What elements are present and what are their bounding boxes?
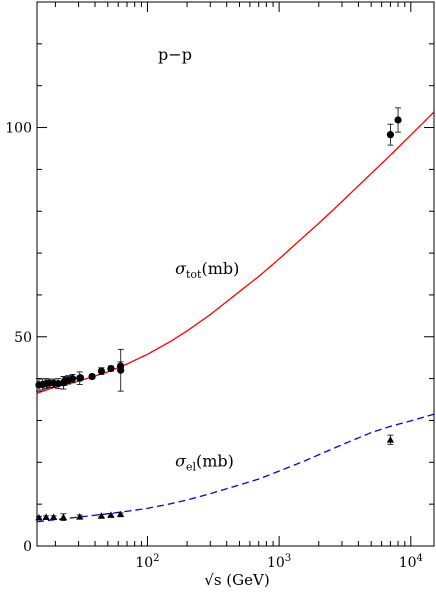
elastic-data-point (116, 510, 125, 518)
total-cross-section-curve (36, 111, 435, 394)
y-tick-label: 100 (5, 121, 32, 137)
x-axis-label: √s (GeV) (204, 571, 269, 589)
tick-labels: 0 50 100 102 103 104 (5, 121, 423, 571)
total-data-point (394, 116, 402, 124)
total-data-point (386, 131, 395, 139)
data-points (35, 107, 402, 521)
y-tick-label: 50 (14, 330, 32, 346)
elastic-data-point (50, 513, 58, 521)
total-data-point (117, 366, 125, 374)
y-tick-label: 0 (23, 539, 32, 555)
elastic-data-point (107, 511, 115, 518)
fit-curves (36, 111, 435, 523)
chart-title: p−p (158, 45, 192, 64)
elastic-cross-section-curve (36, 413, 435, 523)
annotations: σtot(mb) σel(mb) (175, 259, 239, 473)
x-tick-label: 102 (135, 553, 159, 571)
elastic-data-point (35, 513, 43, 521)
elastic-data-point (97, 512, 105, 519)
elastic-data-point (76, 513, 84, 520)
axis-ticks (37, 1, 434, 547)
total-data-point (76, 374, 85, 382)
plot-frame (36, 1, 435, 547)
sigma-tot-label: σtot(mb) (175, 259, 239, 281)
total-data-point (97, 367, 105, 375)
elastic-data-point (59, 513, 67, 521)
x-tick-label: 104 (399, 553, 423, 571)
x-tick-label: 103 (267, 553, 291, 571)
total-data-point (68, 375, 77, 383)
sigma-el-label: σel(mb) (175, 451, 234, 473)
total-data-point (107, 364, 115, 373)
elastic-data-point (386, 436, 395, 443)
elastic-data-point (42, 513, 50, 521)
total-data-point (88, 372, 96, 381)
